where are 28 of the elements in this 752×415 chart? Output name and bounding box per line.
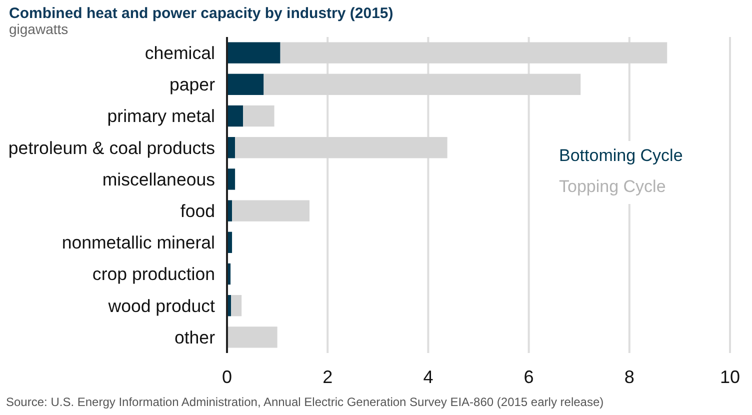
y-tick-label: primary metal xyxy=(107,106,215,126)
y-tick-label: paper xyxy=(170,74,216,95)
x-tick-label: 10 xyxy=(720,367,740,387)
bar xyxy=(231,295,242,316)
x-tick-label: 8 xyxy=(624,367,634,387)
y-tick-label: miscellaneous xyxy=(102,169,216,190)
bar xyxy=(227,74,264,95)
text: Bottoming Cycle xyxy=(559,146,683,165)
y-tick-label: nonmetallic mineral xyxy=(62,232,215,253)
bar xyxy=(227,42,280,64)
x-tick-label: 2 xyxy=(322,367,333,387)
bar xyxy=(243,105,274,127)
chart-title: Combined heat and power capacity by industry (2015) xyxy=(9,5,394,22)
y-tick-label: crop production xyxy=(92,264,215,284)
text: gigawatts xyxy=(9,21,68,37)
x-tick-label: 6 xyxy=(524,367,534,387)
x-tick-label: 4 xyxy=(423,367,434,387)
bar xyxy=(227,105,244,127)
y-tick-label: chemical xyxy=(144,43,215,64)
bar xyxy=(227,326,278,348)
bar xyxy=(232,200,310,222)
y-tick-label: wood product xyxy=(107,296,216,316)
source-note: Source: U.S. Energy Information Administration, Annual Electric Generation Survey EIA-860 (2015 early release) xyxy=(6,395,604,409)
text: Topping Cycle xyxy=(559,177,666,196)
y-tick-label: petroleum & coal products xyxy=(8,138,216,158)
y-tick-label: food xyxy=(180,201,215,222)
x-tick-label: 0 xyxy=(222,367,232,387)
y-tick-label: other xyxy=(174,327,216,348)
